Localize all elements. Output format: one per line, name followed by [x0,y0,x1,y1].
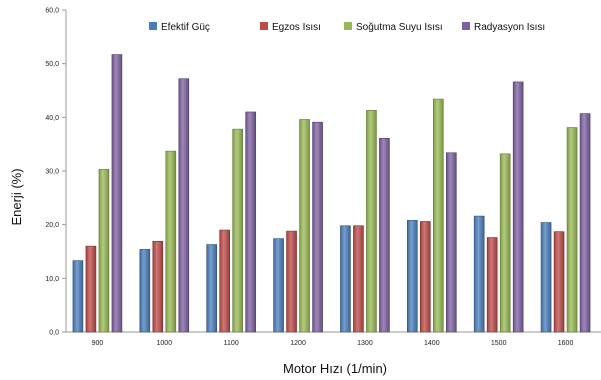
bar-radyasyon-is-s--1500 [512,81,524,333]
bar-so-utma-suyu-is-s--1600 [566,127,578,333]
bar-so-utma-suyu-is-s--1000 [165,150,177,333]
x-axis-ticks: 900 1000 1100 1200 1300 1400 1500 1600 [92,340,574,347]
bars [72,54,591,333]
bar-egzos-is-s--1300 [353,225,364,333]
bar-radyasyon-is-s--1200 [312,121,323,333]
y-axis-label: Enerji (%) [9,168,24,225]
x-tick-label: 1600 [558,340,574,347]
bar-so-utma-suyu-is-s--1100 [232,128,243,333]
bar-egzos-is-s--1400 [420,221,431,333]
legend-label: Soğutma Suyu Isısı [356,22,443,33]
bar-egzos-is-s--1600 [553,231,565,333]
y-tick-label: 40,0 [45,115,59,122]
bar-efektif-g--1200 [273,238,284,333]
bar-radyasyon-is-s--1600 [579,113,591,333]
bar-radyasyon-is-s--900 [111,54,123,333]
y-axis-ticks: 0,0 10,0 20,0 30,0 40,0 50,0 60,0 [45,8,66,337]
x-tick-label: 900 [92,340,104,347]
legend-swatch [462,22,470,30]
y-tick-label: 0,0 [49,330,59,337]
bar-efektif-g--1600 [540,222,552,333]
bar-radyasyon-is-s--1100 [245,111,256,333]
x-tick-label: 1200 [290,340,306,347]
y-tick-label: 20,0 [45,222,59,229]
bar-so-utma-suyu-is-s--1500 [499,153,511,333]
bar-radyasyon-is-s--1000 [178,78,190,333]
bar-so-utma-suyu-is-s--1400 [433,98,444,333]
bar-so-utma-suyu-is-s--1300 [366,110,377,333]
bar-efektif-g--1300 [340,225,351,333]
legend-swatch [149,22,157,30]
bar-egzos-is-s--1200 [286,230,297,333]
legend: Efektif Güç Egzos Isısı Soğutma Suyu Isısı… [149,22,545,33]
legend-swatch [260,22,268,30]
y-tick-label: 30,0 [45,169,59,176]
legend-label: Efektif Güç [161,22,210,33]
bar-efektif-g--1100 [206,244,217,333]
legend-label: Egzos Isısı [272,22,321,33]
x-axis-label: Motor Hızı (1/min) [283,361,387,376]
bar-so-utma-suyu-is-s--900 [98,169,110,333]
bar-so-utma-suyu-is-s--1200 [299,119,310,333]
y-tick-label: 10,0 [45,276,59,283]
bar-efektif-g--1400 [407,220,418,333]
x-tick-label: 1000 [157,340,173,347]
x-tick-label: 1400 [424,340,440,347]
x-tick-label: 1500 [491,340,507,347]
legend-swatch [344,22,352,30]
bar-egzos-is-s--1100 [219,229,230,333]
y-tick-label: 60,0 [45,8,59,15]
bar-radyasyon-is-s--1400 [446,152,457,333]
bar-egzos-is-s--1500 [486,237,498,333]
bar-egzos-is-s--900 [85,245,97,333]
x-tick-label: 1100 [224,340,239,347]
bar-radyasyon-is-s--1300 [379,137,390,333]
x-tick-label: 1300 [357,340,373,347]
bar-efektif-g--1000 [139,249,151,333]
bar-egzos-is-s--1000 [152,241,164,333]
y-tick-label: 50,0 [45,61,59,68]
bar-efektif-g--1500 [473,215,485,333]
bar-efektif-g--900 [72,260,84,333]
legend-label: Radyasyon Isısı [474,22,545,33]
